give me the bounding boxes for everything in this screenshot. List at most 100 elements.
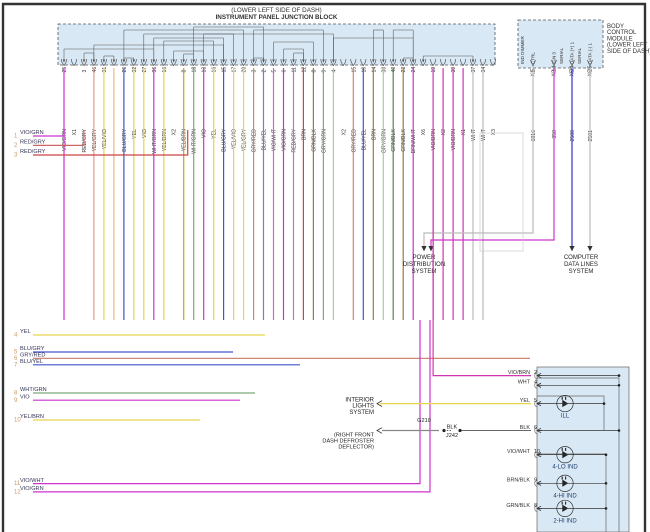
svg-text:19: 19 — [431, 67, 437, 73]
svg-text:G210: G210 — [417, 418, 431, 424]
svg-text:VIO/GRN: VIO/GRN — [20, 130, 44, 136]
svg-text:GRY/RED: GRY/RED — [351, 129, 357, 153]
svg-text:6: 6 — [282, 70, 288, 73]
svg-text:BLK: BLK — [520, 425, 531, 431]
svg-text:BRN/WHT: BRN/WHT — [411, 128, 417, 153]
svg-text:VIO: VIO — [20, 394, 30, 400]
svg-text:IND DIMMER: IND DIMMER — [520, 36, 525, 64]
svg-text:X2: X2 — [172, 129, 178, 135]
svg-text:25: 25 — [62, 67, 68, 73]
svg-text:VIO/WHT: VIO/WHT — [20, 478, 45, 484]
svg-text:VIO/GRN: VIO/GRN — [20, 486, 44, 492]
svg-text:YEL/BRN: YEL/BRN — [182, 129, 188, 151]
svg-text:2: 2 — [262, 70, 268, 73]
svg-text:11: 11 — [292, 67, 298, 72]
svg-text:9: 9 — [534, 478, 537, 484]
svg-text:X2: X2 — [441, 129, 447, 135]
svg-text:BRN: BRN — [371, 129, 377, 140]
svg-text:YEL: YEL — [132, 129, 138, 139]
svg-text:12: 12 — [301, 67, 307, 73]
svg-text:WHT/GRN: WHT/GRN — [20, 387, 47, 393]
svg-text:BRN/BLK: BRN/BLK — [507, 478, 530, 484]
svg-text:10: 10 — [361, 67, 367, 73]
svg-text:GRN/BLK: GRN/BLK — [311, 128, 317, 151]
svg-text:36: 36 — [152, 67, 158, 73]
svg-text:16: 16 — [212, 67, 218, 73]
svg-text:WHT/GRN: WHT/GRN — [152, 129, 158, 154]
svg-text:2500: 2500 — [570, 130, 576, 142]
svg-text:37: 37 — [471, 67, 477, 73]
svg-text:8: 8 — [311, 70, 317, 73]
svg-text:12: 12 — [14, 490, 21, 496]
svg-text:DEFLECTOR): DEFLECTOR) — [338, 445, 374, 451]
svg-text:GRY/RED: GRY/RED — [252, 129, 258, 153]
svg-text:VIO/GRN: VIO/GRN — [282, 129, 288, 151]
svg-text:CONTROL: CONTROL — [607, 30, 637, 36]
svg-text:X1: X1 — [461, 129, 467, 135]
svg-text:16: 16 — [162, 67, 168, 73]
svg-text:POWER: POWER — [413, 255, 436, 261]
svg-text:30: 30 — [381, 67, 387, 73]
svg-text:BLU/YEL: BLU/YEL — [20, 359, 43, 365]
svg-text:X6: X6 — [421, 129, 427, 135]
svg-text:14: 14 — [371, 67, 377, 73]
svg-text:YEL/GRY: YEL/GRY — [92, 128, 98, 151]
svg-text:YEL: YEL — [212, 129, 218, 139]
svg-text:10: 10 — [534, 449, 540, 455]
svg-text:YEL/GRY: YEL/GRY — [242, 128, 248, 151]
svg-text:31: 31 — [102, 67, 108, 73]
svg-text:SERIAL: SERIAL — [559, 47, 564, 64]
svg-text:BRN: BRN — [301, 129, 307, 140]
svg-text:32: 32 — [132, 67, 138, 73]
svg-text:J242: J242 — [446, 433, 458, 439]
svg-text:VIO: VIO — [142, 129, 148, 138]
svg-text:27: 27 — [142, 67, 148, 73]
svg-text:LIGHTS: LIGHTS — [352, 404, 374, 410]
svg-text:WHT: WHT — [518, 380, 531, 386]
svg-text:VIO/WHT: VIO/WHT — [272, 128, 278, 151]
svg-text:SYSTEM: SYSTEM — [569, 269, 594, 275]
svg-text:VIO/BRN: VIO/BRN — [431, 129, 437, 151]
svg-text:BLU/GRY: BLU/GRY — [20, 346, 45, 352]
svg-text:GRY/RED: GRY/RED — [20, 353, 45, 359]
svg-text:YEL/BRN: YEL/BRN — [162, 129, 168, 151]
svg-text:3: 3 — [252, 70, 258, 73]
svg-text:RED/GRY: RED/GRY — [82, 128, 88, 152]
svg-text:BODY: BODY — [607, 24, 624, 30]
svg-text:6816: 6816 — [531, 130, 537, 142]
svg-text:2-HI IND: 2-HI IND — [553, 518, 577, 524]
svg-text:X2: X2 — [341, 129, 347, 135]
svg-text:15: 15 — [351, 67, 357, 73]
svg-text:5: 5 — [534, 398, 537, 404]
svg-text:DATA LINES: DATA LINES — [564, 262, 598, 268]
svg-text:VIO/WHT: VIO/WHT — [507, 449, 531, 455]
svg-text:39: 39 — [451, 67, 457, 73]
svg-text:24: 24 — [411, 67, 417, 73]
svg-text:VIO: VIO — [202, 129, 208, 138]
svg-text:BLU/GRY: BLU/GRY — [222, 128, 228, 151]
svg-text:DISTRIBUTION: DISTRIBUTION — [403, 262, 445, 268]
svg-text:13: 13 — [202, 67, 208, 73]
svg-text:10: 10 — [14, 418, 21, 424]
svg-text:17: 17 — [232, 67, 238, 73]
svg-text:GRN/BLK: GRN/BLK — [506, 503, 530, 509]
svg-text:COMPUTER: COMPUTER — [564, 255, 599, 261]
svg-text:DATA (-) 1: DATA (-) 1 — [587, 43, 592, 64]
svg-text:VIO/GRN: VIO/GRN — [62, 129, 68, 151]
svg-text:26: 26 — [122, 67, 128, 73]
svg-text:YEL/VIO: YEL/VIO — [232, 129, 238, 149]
svg-text:18: 18 — [192, 67, 198, 73]
svg-text:X3: X3 — [491, 129, 497, 135]
svg-text:SIDE OF DASH): SIDE OF DASH) — [607, 49, 650, 55]
svg-text:GRN/BLK: GRN/BLK — [391, 128, 397, 151]
svg-text:WHT: WHT — [471, 128, 477, 141]
svg-text:5: 5 — [272, 70, 278, 73]
svg-text:2501: 2501 — [588, 130, 594, 142]
svg-text:MODULE: MODULE — [607, 36, 633, 42]
svg-text:46: 46 — [92, 67, 98, 73]
svg-text:SERIAL: SERIAL — [577, 47, 582, 64]
svg-text:23: 23 — [401, 67, 407, 73]
svg-text:GRN/BLK: GRN/BLK — [401, 128, 407, 151]
svg-text:BLU/YEL: BLU/YEL — [361, 129, 367, 150]
svg-text:4: 4 — [534, 380, 537, 386]
